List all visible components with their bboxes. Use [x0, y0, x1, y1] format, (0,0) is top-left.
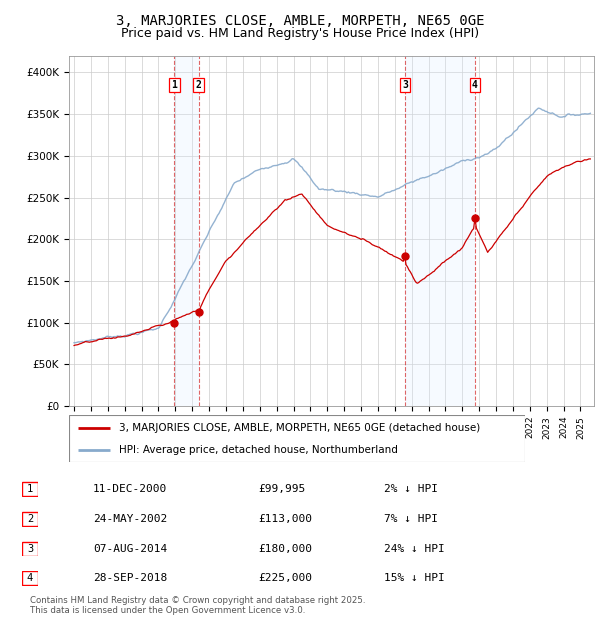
FancyBboxPatch shape — [69, 415, 525, 462]
Text: 7% ↓ HPI: 7% ↓ HPI — [384, 514, 438, 524]
Text: 3: 3 — [402, 80, 408, 90]
Text: 1: 1 — [27, 484, 33, 494]
Text: HPI: Average price, detached house, Northumberland: HPI: Average price, detached house, Nort… — [119, 445, 398, 455]
Text: 4: 4 — [27, 574, 33, 583]
Text: 2: 2 — [27, 514, 33, 524]
Text: 4: 4 — [472, 80, 478, 90]
Text: 07-AUG-2014: 07-AUG-2014 — [93, 544, 167, 554]
Text: 24% ↓ HPI: 24% ↓ HPI — [384, 544, 445, 554]
Bar — [175, 56, 199, 406]
Text: 15% ↓ HPI: 15% ↓ HPI — [384, 574, 445, 583]
Bar — [405, 56, 475, 406]
Text: 2% ↓ HPI: 2% ↓ HPI — [384, 484, 438, 494]
Text: 3, MARJORIES CLOSE, AMBLE, MORPETH, NE65 0GE (detached house): 3, MARJORIES CLOSE, AMBLE, MORPETH, NE65… — [119, 423, 481, 433]
Text: 11-DEC-2000: 11-DEC-2000 — [93, 484, 167, 494]
Text: £225,000: £225,000 — [258, 574, 312, 583]
Text: Price paid vs. HM Land Registry's House Price Index (HPI): Price paid vs. HM Land Registry's House … — [121, 27, 479, 40]
Text: £180,000: £180,000 — [258, 544, 312, 554]
Text: 3, MARJORIES CLOSE, AMBLE, MORPETH, NE65 0GE: 3, MARJORIES CLOSE, AMBLE, MORPETH, NE65… — [116, 14, 484, 28]
Text: 28-SEP-2018: 28-SEP-2018 — [93, 574, 167, 583]
Text: 3: 3 — [27, 544, 33, 554]
FancyBboxPatch shape — [22, 572, 38, 585]
FancyBboxPatch shape — [22, 482, 38, 496]
Text: 2: 2 — [196, 80, 202, 90]
FancyBboxPatch shape — [22, 542, 38, 556]
Text: Contains HM Land Registry data © Crown copyright and database right 2025.
This d: Contains HM Land Registry data © Crown c… — [30, 596, 365, 615]
Text: 24-MAY-2002: 24-MAY-2002 — [93, 514, 167, 524]
Text: £113,000: £113,000 — [258, 514, 312, 524]
Text: 1: 1 — [172, 80, 177, 90]
Text: £99,995: £99,995 — [258, 484, 305, 494]
FancyBboxPatch shape — [22, 512, 38, 526]
